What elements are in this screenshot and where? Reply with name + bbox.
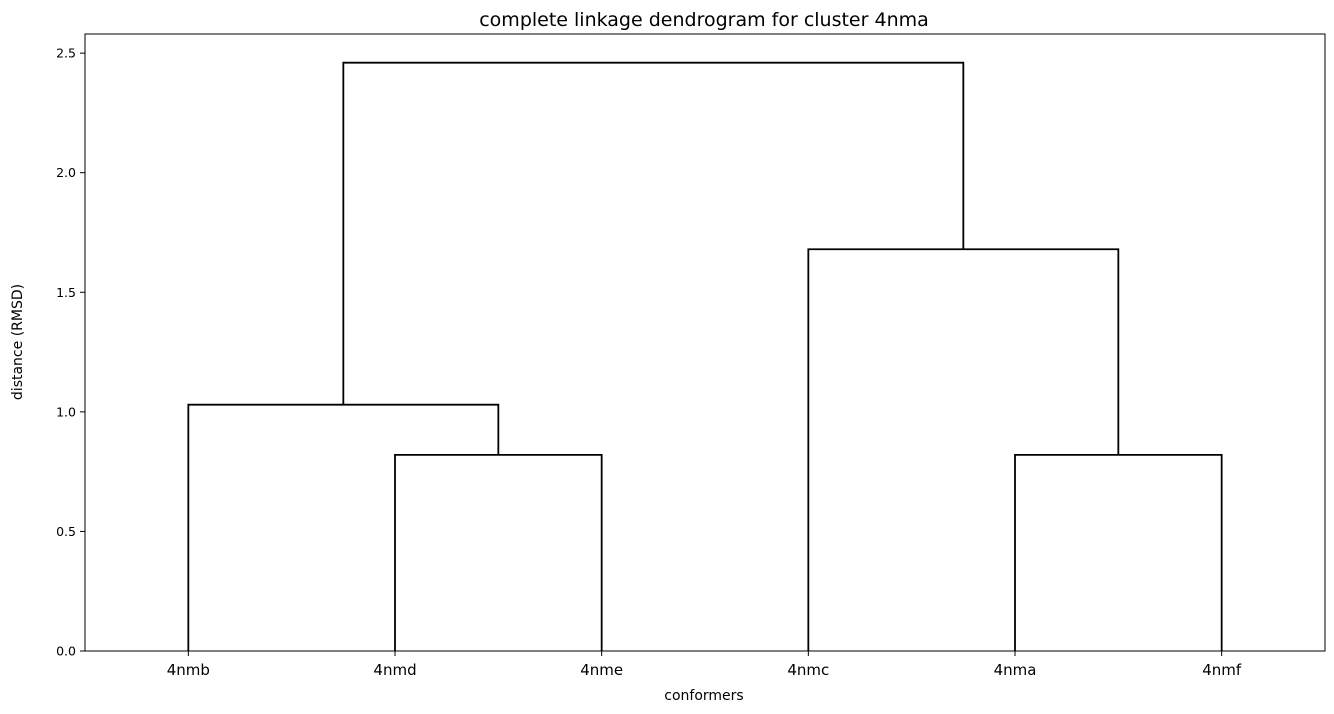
y-tick-label: 0.0 [56,644,76,659]
leaf-label-4nmd: 4nmd [373,661,416,679]
y-tick-label: 1.5 [56,285,76,300]
leaf-label-4nme: 4nme [580,661,623,679]
y-tick-label: 2.0 [56,165,76,180]
merge-link-4nmb-4nmd+4nme [187,403,500,651]
y-axis: 0.0 0.5 1.0 1.5 2.0 2.5 [56,46,85,659]
y-tick-label: 0.5 [56,524,76,539]
merge-link-4nmd-4nme [394,453,603,651]
merge-link-4nmc-4nma+4nmf [807,248,1120,651]
merge-link-4nmb+4nmd+4nme-4nmc+4nma+4nmf [342,61,965,405]
y-tick-label: 2.5 [56,46,76,61]
leaf-label-4nmb: 4nmb [167,661,210,679]
leaf-label-4nma: 4nma [994,661,1037,679]
x-axis-label: conformers [664,688,743,704]
leaf-label-4nmf: 4nmf [1202,661,1242,679]
merge-link-4nma-4nmf [1014,453,1223,651]
leaf-label-4nmc: 4nmc [787,661,829,679]
x-axis: 4nmb 4nmd 4nme 4nmc 4nma 4nmf [167,651,1242,679]
plot-area-frame [84,33,1326,652]
y-axis-label: distance (RMSD) [10,284,26,400]
dendrogram-links [187,61,1223,651]
y-tick-label: 1.0 [56,404,76,419]
chart-title: complete linkage dendrogram for cluster … [479,9,929,31]
